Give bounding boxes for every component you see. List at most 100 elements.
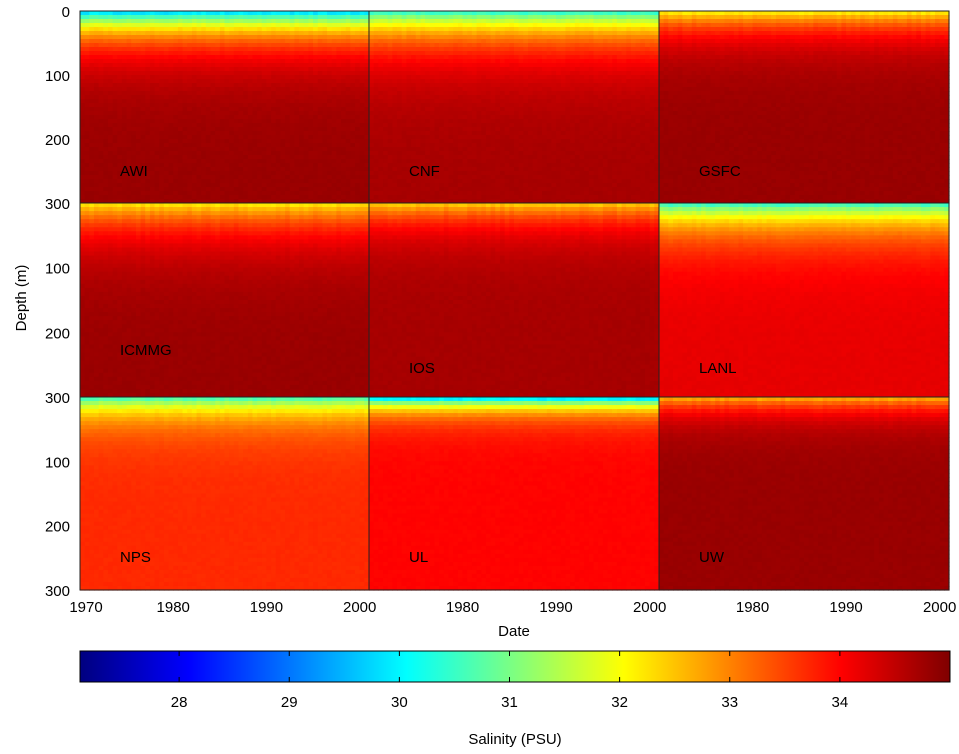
heat-cell — [406, 23, 412, 28]
heat-cell — [528, 51, 534, 56]
heat-cell — [149, 47, 156, 52]
heat-cell — [556, 139, 562, 144]
heat-cell — [434, 195, 440, 200]
heat-cell — [261, 27, 268, 32]
heat-cell — [532, 159, 538, 164]
heat-cell — [163, 75, 170, 80]
heat-cell — [373, 159, 379, 164]
heat-cell — [523, 91, 529, 96]
heat-cell — [514, 23, 520, 28]
heat-cell — [224, 95, 230, 100]
heat-cell — [495, 119, 501, 124]
heat-cell — [187, 23, 193, 28]
heat-cell — [219, 179, 226, 184]
heat-cell — [448, 127, 454, 132]
heat-cell — [336, 151, 342, 156]
heat-cell — [112, 31, 118, 36]
heat-cell — [397, 127, 403, 132]
heat-cell — [93, 39, 100, 44]
heat-cell — [542, 99, 548, 104]
heat-cell — [528, 31, 534, 36]
heat-cell — [355, 159, 361, 164]
heat-cell — [457, 35, 464, 40]
heat-cell — [163, 175, 170, 180]
heat-cell — [462, 67, 468, 72]
heat-cell — [392, 155, 398, 160]
heat-cell — [205, 83, 212, 88]
heat-cell — [523, 143, 529, 148]
heat-cell — [495, 43, 501, 48]
heat-cell — [182, 83, 188, 88]
heat-cell — [229, 67, 235, 72]
heat-cell — [289, 123, 296, 128]
heat-cell — [112, 103, 118, 108]
heat-cell — [117, 119, 123, 124]
heat-cell — [336, 31, 342, 36]
heat-cell — [406, 111, 412, 116]
heat-cell — [509, 199, 515, 204]
heat-cell — [355, 103, 361, 108]
heat-cell — [331, 171, 337, 176]
heat-cell — [229, 95, 235, 100]
heat-cell — [257, 79, 263, 84]
heat-cell — [401, 75, 408, 80]
heat-cell — [238, 107, 244, 112]
heat-cell — [560, 175, 567, 180]
heat-cell — [145, 87, 151, 92]
heat-cell — [359, 23, 365, 28]
heat-cell — [481, 163, 487, 168]
heat-cell — [514, 43, 520, 48]
heat-cell — [191, 175, 198, 180]
heat-cell — [369, 119, 375, 124]
heat-cell — [154, 147, 160, 152]
heat-cell — [397, 99, 403, 104]
heat-cell — [518, 23, 524, 28]
heat-cell — [528, 199, 534, 204]
heat-cell — [443, 95, 450, 100]
heat-cell — [177, 75, 184, 80]
heat-cell — [303, 171, 309, 176]
heat-cell — [537, 151, 543, 156]
heat-cell — [243, 159, 249, 164]
heat-cell — [205, 103, 212, 108]
heat-cell — [205, 51, 212, 56]
heat-cell — [397, 59, 403, 64]
heat-cell — [509, 131, 515, 136]
heat-cell — [112, 139, 118, 144]
heat-cell — [191, 47, 198, 52]
heat-cell — [476, 51, 482, 56]
heat-cell — [154, 51, 160, 56]
heat-cell — [532, 175, 538, 180]
heat-cell — [542, 95, 548, 100]
heat-cell — [345, 183, 351, 188]
heat-cell — [135, 187, 142, 192]
heat-cell — [327, 123, 333, 128]
heat-cell — [159, 107, 165, 112]
heat-cell — [443, 135, 450, 140]
heat-cell — [322, 23, 328, 28]
heat-cell — [341, 179, 347, 184]
heat-cell — [546, 79, 553, 84]
heat-cell — [397, 187, 403, 192]
heat-cell — [191, 139, 198, 144]
heat-cell — [168, 95, 174, 100]
heat-cell — [80, 139, 86, 144]
heat-cell — [528, 175, 534, 180]
heat-cell — [481, 127, 487, 132]
heat-cell — [439, 59, 445, 64]
heat-cell — [443, 51, 450, 56]
heat-cell — [117, 167, 123, 172]
heat-cell — [509, 63, 515, 68]
heat-cell — [378, 119, 384, 124]
heat-cell — [247, 163, 254, 168]
heat-cell — [149, 19, 156, 24]
heat-cell — [350, 91, 356, 96]
heat-cell — [103, 187, 109, 192]
heat-cell — [271, 75, 277, 80]
heat-cell — [135, 35, 142, 40]
heat-cell — [285, 71, 291, 76]
heat-cell — [317, 183, 323, 188]
heat-cell — [345, 175, 351, 180]
heat-cell — [289, 83, 296, 88]
heat-cell — [542, 11, 548, 16]
